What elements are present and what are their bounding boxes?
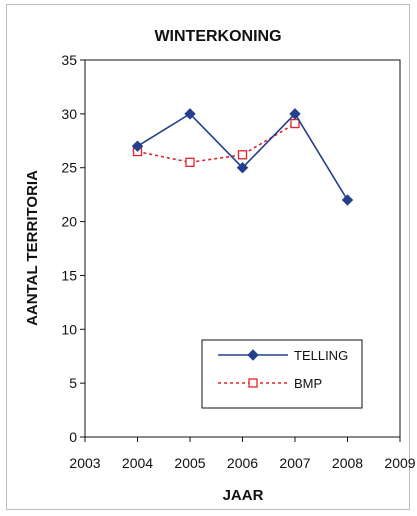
data-point-bmp bbox=[290, 118, 300, 129]
x-tick-label: 2003 bbox=[69, 455, 100, 471]
y-tick-label: 20 bbox=[61, 214, 77, 230]
legend-label: BMP bbox=[294, 376, 322, 391]
y-axis-title: AANTAL TERRITORIA bbox=[24, 170, 41, 326]
x-tick-label: 2008 bbox=[332, 455, 363, 471]
legend-marker-telling bbox=[247, 349, 259, 361]
chart-title: WINTERKONING bbox=[154, 28, 281, 45]
y-tick-label: 35 bbox=[61, 52, 77, 68]
series-layer bbox=[131, 108, 354, 206]
data-point-telling bbox=[184, 108, 196, 120]
series-line-bmp bbox=[137, 122, 296, 164]
legend: TELLING BMP bbox=[201, 339, 363, 409]
data-point-telling bbox=[289, 108, 301, 120]
x-axis-title: JAAR bbox=[223, 487, 264, 504]
legend-label: TELLING bbox=[294, 348, 348, 363]
data-point-telling bbox=[131, 140, 144, 152]
legend-marker-bmp bbox=[248, 378, 258, 388]
y-tick-label: 10 bbox=[61, 321, 77, 337]
data-point-bmp bbox=[185, 157, 195, 167]
y-tick-label: 30 bbox=[61, 106, 77, 122]
y-tick-label: 15 bbox=[61, 267, 77, 283]
x-tick-label: 2004 bbox=[122, 455, 153, 471]
y-tick-label: 5 bbox=[69, 375, 77, 391]
y-tick-label: 0 bbox=[69, 429, 77, 445]
data-point-bmp bbox=[237, 150, 248, 160]
data-point-telling bbox=[236, 162, 249, 174]
data-point-telling bbox=[341, 194, 354, 206]
axes: 0 5 10 15 20 25 30 35 2003 2004 2005 2006 2007 2008 20… bbox=[61, 52, 415, 471]
legend-box bbox=[201, 339, 363, 409]
x-tick-label: 2006 bbox=[227, 455, 258, 471]
chart-frame bbox=[6, 4, 410, 510]
x-tick-label: 2005 bbox=[174, 455, 205, 471]
x-tick-label: 2009 bbox=[384, 455, 415, 471]
y-tick-label: 25 bbox=[61, 160, 77, 176]
x-tick-label: 2007 bbox=[279, 455, 310, 471]
